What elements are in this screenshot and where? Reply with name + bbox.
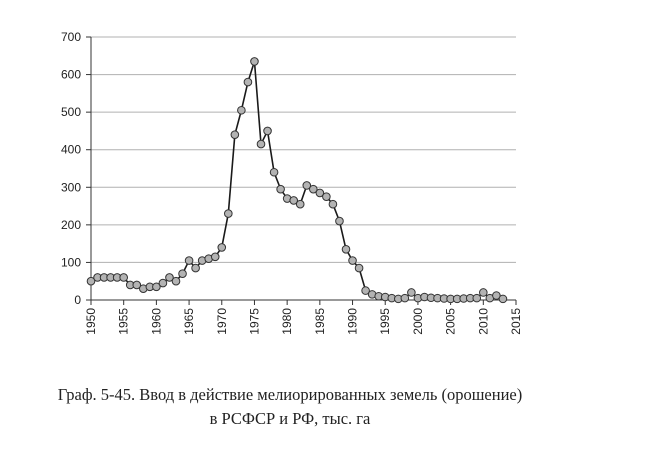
data-point: [243, 77, 253, 87]
y-tick-label: 0: [74, 293, 81, 307]
grid-lines: [91, 36, 516, 263]
data-point: [224, 209, 233, 218]
data-point: [341, 244, 351, 254]
x-tick-label: 1950: [84, 308, 98, 335]
x-tick-label: 1990: [346, 308, 360, 335]
data-point: [152, 282, 161, 292]
data-point: [407, 288, 416, 297]
x-tick-label: 1960: [149, 308, 163, 335]
data-point: [315, 188, 325, 198]
data-point: [217, 243, 227, 252]
data-point: [269, 167, 279, 177]
data-point: [132, 280, 142, 290]
x-axis-tick-labels: 1950 1955 1960 1965 1970 1975 1980 1985 1990 1995…: [84, 308, 523, 335]
y-tick-label: 700: [61, 30, 81, 44]
x-tick-label: 1975: [247, 308, 261, 335]
y-tick-label: 500: [61, 105, 81, 119]
data-point: [479, 288, 488, 297]
data-point: [335, 216, 344, 226]
x-tick-label: 2015: [509, 308, 523, 335]
data-point: [250, 57, 259, 66]
x-tick-label: 1985: [313, 308, 327, 335]
data-point: [472, 293, 482, 303]
data-point: [322, 192, 331, 201]
data-point: [263, 126, 272, 136]
data-point: [400, 293, 410, 303]
data-point: [328, 199, 338, 209]
figure-caption-line-1: Граф. 5-45. Ввод в действие мелиорирован…: [57, 385, 523, 404]
data-point: [237, 105, 246, 115]
data-point: [210, 252, 220, 262]
data-point: [295, 199, 305, 209]
y-tick-label: 400: [61, 143, 81, 157]
data-point: [492, 291, 501, 300]
data-point: [230, 130, 240, 139]
data-point: [119, 273, 128, 282]
data-point: [178, 269, 187, 279]
y-tick-label: 300: [61, 180, 81, 194]
data-point: [354, 263, 364, 273]
x-tick-label: 1955: [117, 308, 131, 335]
data-point-markers: [86, 57, 508, 304]
x-tick-label: 1970: [215, 308, 229, 335]
data-point: [309, 184, 318, 194]
series-line: [90, 61, 504, 300]
data-point: [361, 286, 370, 295]
x-tick-label: 1995: [378, 308, 392, 335]
data-point: [302, 181, 312, 190]
data-point: [86, 276, 96, 286]
y-tick-label: 600: [61, 68, 81, 82]
axes: [86, 36, 517, 305]
x-tick-label: 2005: [444, 308, 458, 335]
data-point: [165, 273, 174, 282]
data-point: [158, 278, 168, 288]
x-tick-label: 1980: [280, 308, 294, 335]
y-tick-label: 200: [61, 218, 81, 232]
data-point: [276, 184, 285, 194]
data-point: [184, 256, 194, 265]
figure-caption-line-2: в РСФСР и РФ, тыс. га: [209, 409, 371, 428]
x-tick-label: 2010: [476, 308, 490, 335]
y-tick-label: 100: [61, 255, 81, 269]
data-point: [498, 294, 508, 304]
x-tick-label: 1965: [182, 308, 196, 335]
data-point: [256, 139, 266, 149]
data-point: [289, 196, 298, 205]
x-tick-label: 2000: [411, 308, 425, 335]
data-point: [348, 256, 357, 265]
data-point: [171, 276, 181, 286]
data-point: [191, 263, 200, 273]
y-axis-tick-labels: 0 100 200 300 400 500 600 700: [61, 30, 81, 307]
